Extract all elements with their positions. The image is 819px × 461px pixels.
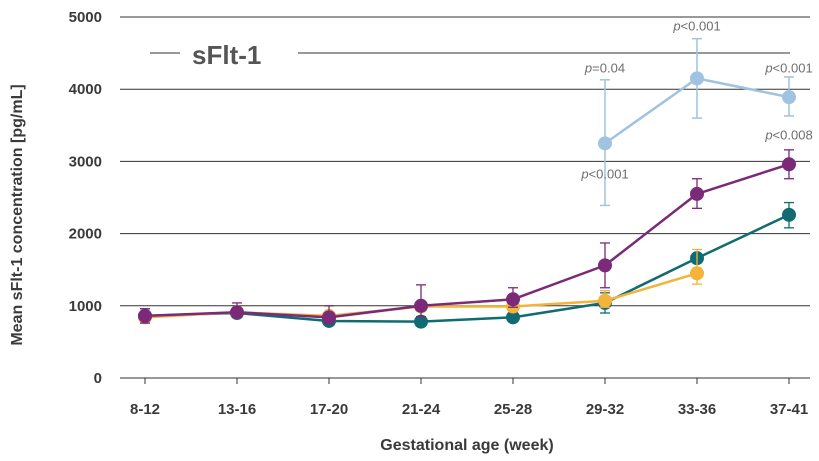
- y-tick-label: 3000: [69, 153, 102, 170]
- x-tick-label: 33-36: [678, 401, 716, 418]
- y-tick-label: 5000: [69, 9, 102, 26]
- p-value-annotation: p=0.04: [584, 61, 625, 76]
- data-point: [782, 157, 796, 172]
- p-value: <0.001: [773, 61, 813, 76]
- data-point: [782, 207, 796, 222]
- p-symbol: p: [580, 167, 588, 182]
- data-point: [506, 310, 520, 325]
- p-value-annotation: p<0.008: [764, 128, 812, 143]
- x-tick-label: 25-28: [494, 401, 532, 418]
- x-tick-label: 17-20: [310, 401, 348, 418]
- data-point: [690, 71, 704, 86]
- data-point: [598, 258, 612, 273]
- x-tick-labels: 8-12 13-16 17-20 21-24 25-28 29-32 33-36 37-41: [130, 401, 808, 418]
- series-group: [138, 37, 796, 329]
- data-point: [138, 308, 152, 323]
- chart-title-group: sFlt-1: [150, 40, 790, 70]
- x-tick-marks: [144, 378, 790, 384]
- p-symbol: p: [584, 61, 592, 76]
- data-point: [322, 310, 336, 325]
- data-point: [230, 305, 244, 320]
- chart-title: sFlt-1: [192, 40, 261, 70]
- data-point: [414, 298, 428, 313]
- p-symbol: p: [764, 128, 772, 143]
- series-3: [598, 37, 796, 207]
- p-value-annotation: p<0.001: [580, 167, 628, 182]
- series-line: [144, 163, 790, 319]
- series-2: [138, 149, 796, 325]
- p-value: <0.001: [589, 167, 629, 182]
- p-value: <0.008: [773, 128, 813, 143]
- y-tick-label: 0: [94, 370, 102, 387]
- y-axis-label: Mean sFlt-1 concentration [pg/mL]: [9, 84, 26, 345]
- x-tick-label: 21-24: [402, 401, 441, 418]
- x-axis-label: Gestational age (week): [380, 437, 553, 454]
- p-value: <0.001: [681, 19, 721, 34]
- p-value-annotation: p<0.001: [672, 19, 720, 34]
- y-tick-label: 2000: [69, 226, 102, 243]
- p-value: =0.04: [592, 61, 625, 76]
- y-tick-label: 4000: [69, 81, 102, 98]
- y-tick-label: 1000: [69, 298, 102, 315]
- x-tick-label: 37-41: [770, 401, 808, 418]
- p-symbol: p: [764, 61, 772, 76]
- data-point: [782, 90, 796, 105]
- gridlines: [120, 16, 810, 379]
- p-symbol: p: [672, 19, 680, 34]
- data-point: [506, 292, 520, 307]
- data-point: [414, 314, 428, 329]
- x-tick-label: 29-32: [586, 401, 624, 418]
- data-point: [598, 136, 612, 151]
- data-point: [598, 293, 612, 308]
- x-tick-label: 13-16: [218, 401, 256, 418]
- p-value-annotation: p<0.001: [764, 61, 812, 76]
- data-point: [690, 266, 704, 281]
- y-tick-labels: 0 1000 2000 3000 4000 5000: [69, 9, 102, 387]
- x-tick-label: 8-12: [130, 401, 160, 418]
- data-point: [690, 186, 704, 201]
